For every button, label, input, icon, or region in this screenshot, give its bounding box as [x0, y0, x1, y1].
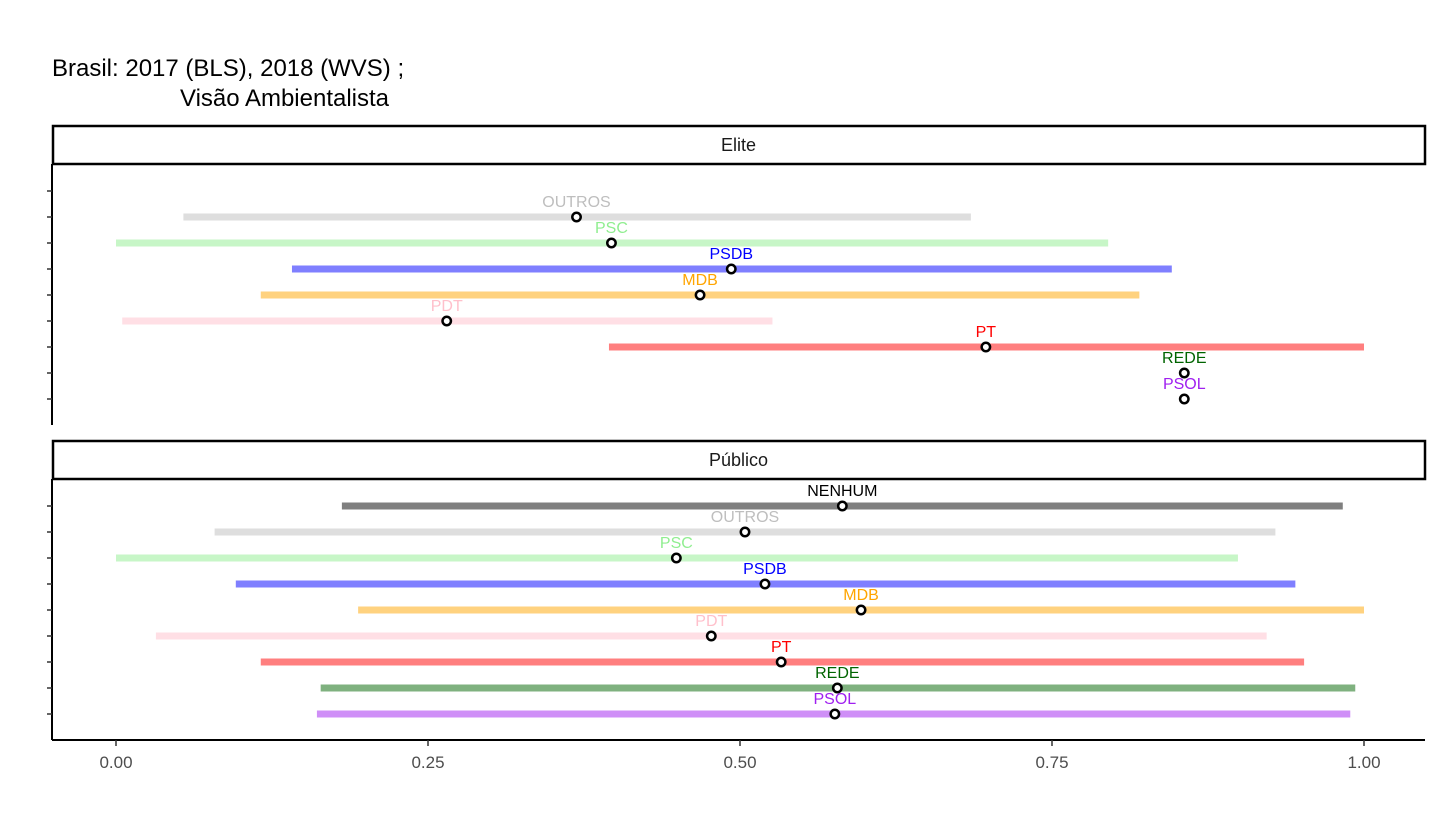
point-label-rede: REDE — [1162, 350, 1206, 367]
point-outros — [739, 526, 751, 538]
point-psdb — [725, 263, 737, 275]
point-label-psol: PSOL — [1163, 376, 1206, 393]
point-label-pdt: PDT — [431, 298, 463, 315]
point-label-psc: PSC — [595, 220, 628, 237]
point-pt — [980, 341, 992, 353]
point-pdt — [705, 630, 717, 642]
title-line-2: Visão Ambientalista — [180, 85, 390, 112]
point-label-psol: PSOL — [814, 691, 857, 708]
point-psol — [1178, 393, 1190, 405]
title-line-1: Brasil: 2017 (BLS), 2018 (WVS) ; — [52, 55, 405, 82]
point-label-pdt: PDT — [695, 613, 727, 630]
point-pdt — [441, 315, 453, 327]
point-psc — [670, 552, 682, 564]
point-nenhum — [836, 500, 848, 512]
point-label-psdb: PSDB — [743, 561, 787, 578]
point-psol — [829, 708, 841, 720]
point-label-rede: REDE — [815, 665, 859, 682]
x-tick-label: 0.75 — [1035, 753, 1068, 772]
point-mdb — [694, 289, 706, 301]
point-label-pt: PT — [771, 639, 792, 656]
point-psdb — [759, 578, 771, 590]
point-psc — [606, 237, 617, 249]
point-label-psdb: PSDB — [709, 246, 753, 263]
x-tick-label: 0.25 — [411, 753, 444, 772]
point-rede — [1178, 367, 1190, 379]
facet-label-publico: Público — [709, 450, 768, 470]
x-tick-label: 0.50 — [723, 753, 756, 772]
point-rede — [831, 682, 843, 694]
point-mdb — [855, 604, 867, 616]
point-label-mdb: MDB — [843, 587, 879, 604]
point-label-outros: OUTROS — [542, 194, 610, 211]
point-label-nenhum: NENHUM — [807, 483, 877, 500]
x-tick-label: 1.00 — [1347, 753, 1380, 772]
facet-strip-publico — [51, 439, 1427, 481]
point-outros — [571, 211, 582, 223]
point-label-psc: PSC — [660, 535, 693, 552]
facet-strip-elite — [51, 124, 1427, 166]
chart-title: Brasil: 2017 (BLS), 2018 (WVS) ; Visão A… — [52, 54, 404, 114]
facet-label-elite: Elite — [721, 135, 756, 155]
x-tick-label: 0.00 — [99, 753, 132, 772]
point-label-pt: PT — [976, 324, 997, 341]
point-pt — [775, 656, 787, 668]
point-label-outros: OUTROS — [711, 509, 779, 526]
point-label-mdb: MDB — [682, 272, 718, 289]
